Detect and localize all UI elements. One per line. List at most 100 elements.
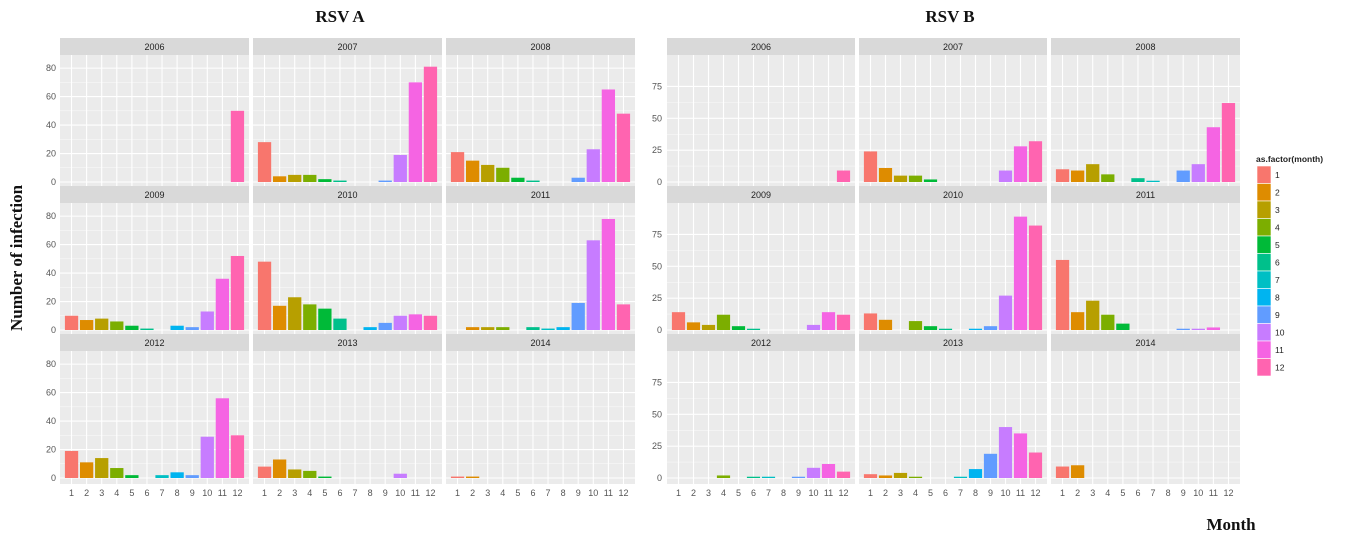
bar-month-3: [701, 324, 716, 330]
panel-strip: [253, 334, 442, 351]
x-tick-label: 6: [943, 488, 948, 498]
x-tick-label: 8: [781, 488, 786, 498]
x-tick-label: 12: [1030, 488, 1040, 498]
bar-month-7: [761, 476, 776, 478]
bar-month-3: [1086, 164, 1100, 182]
y-tick-label: 25: [652, 293, 662, 303]
x-tick-label: 4: [500, 488, 505, 498]
bar-month-10: [998, 295, 1013, 330]
bar-month-2: [465, 160, 480, 182]
bar-month-12: [836, 314, 851, 330]
y-tick-label: 40: [46, 268, 56, 278]
bar-month-1: [64, 450, 79, 478]
x-tick-label: 10: [202, 488, 212, 498]
bar-month-10: [200, 436, 214, 478]
x-tick-label: 7: [353, 488, 358, 498]
x-tick-label: 10: [588, 488, 598, 498]
bar-month-12: [616, 113, 631, 182]
x-tick-label: 5: [515, 488, 520, 498]
bar-month-11: [1013, 216, 1028, 330]
x-tick-label: 2: [277, 488, 282, 498]
y-tick-label: 75: [652, 81, 662, 91]
x-tick-label: 4: [721, 488, 726, 498]
panel-strip: [253, 38, 442, 55]
legend-label: 1: [1275, 170, 1280, 180]
bar-month-9: [1176, 170, 1190, 182]
bar-month-5: [731, 326, 746, 330]
x-tick-label: 9: [190, 488, 195, 498]
bar-month-12: [1221, 103, 1236, 182]
x-tick-label: 12: [838, 488, 848, 498]
chart-a-title: RSV A: [315, 7, 365, 26]
x-tick-label: 5: [129, 488, 134, 498]
bar-month-10: [998, 427, 1013, 478]
y-tick-label: 20: [46, 149, 56, 159]
x-tick-label: 1: [69, 488, 74, 498]
bar-month-11: [601, 218, 616, 330]
x-tick-label: 9: [576, 488, 581, 498]
x-tick-label: 2: [470, 488, 475, 498]
panel-strip: [1051, 186, 1240, 203]
bar-month-6: [333, 180, 347, 182]
x-tick-label: 7: [160, 488, 165, 498]
x-tick-label: 11: [218, 488, 227, 498]
bar-month-12: [1028, 225, 1043, 330]
x-tick-label: 3: [1090, 488, 1095, 498]
bar-month-12: [836, 170, 851, 182]
bar-month-12: [616, 304, 631, 330]
bar-month-2: [79, 320, 94, 330]
bar-month-12: [230, 435, 245, 478]
bar-month-1: [1055, 169, 1070, 182]
bar-month-4: [1101, 314, 1115, 330]
y-tick-label: 75: [652, 377, 662, 387]
bar-month-4: [110, 321, 124, 330]
x-tick-label: 8: [368, 488, 373, 498]
legend-key-2: [1256, 183, 1272, 202]
x-tick-label: 10: [808, 488, 818, 498]
bar-month-10: [1191, 328, 1205, 330]
y-tick-label: 0: [51, 473, 56, 483]
bar-month-4: [908, 476, 923, 478]
y-tick-label: 0: [51, 325, 56, 335]
bar-month-1: [863, 474, 878, 478]
legend-label: 2: [1275, 188, 1280, 198]
panel-strip-label: 2013: [943, 338, 963, 348]
bar-month-12: [1028, 452, 1043, 478]
bar-month-3: [481, 164, 495, 182]
y-tick-label: 80: [46, 359, 56, 369]
bar-month-2: [1070, 170, 1085, 182]
bar-month-10: [586, 240, 600, 330]
x-tick-label: 1: [262, 488, 267, 498]
x-tick-label: 11: [1209, 488, 1218, 498]
bar-month-8: [363, 327, 377, 330]
x-tick-label: 6: [144, 488, 149, 498]
legend-label: 9: [1275, 310, 1280, 320]
panel-strip: [667, 186, 855, 203]
legend-key-1: [1256, 165, 1272, 184]
panel-strip: [1051, 334, 1240, 351]
bar-month-11: [601, 89, 616, 182]
y-tick-label: 50: [652, 113, 662, 123]
bar-month-2: [272, 305, 287, 330]
bar-month-6: [746, 476, 761, 478]
bar-month-1: [1055, 259, 1070, 330]
panel-a-2006: 2006 0 20 40 60 80: [46, 38, 249, 188]
y-tick-label: 0: [657, 473, 662, 483]
bar-month-11: [1013, 433, 1028, 478]
bar-month-10: [200, 311, 214, 330]
bar-month-10: [806, 467, 821, 478]
bar-month-3: [893, 175, 908, 182]
bar-month-1: [863, 313, 878, 330]
bar-month-5: [1116, 323, 1130, 330]
bar-month-2: [272, 459, 287, 478]
x-tick-label: 12: [618, 488, 628, 498]
legend-key-5: [1256, 235, 1272, 254]
y-tick-label: 0: [51, 177, 56, 187]
bar-month-11: [821, 463, 836, 478]
